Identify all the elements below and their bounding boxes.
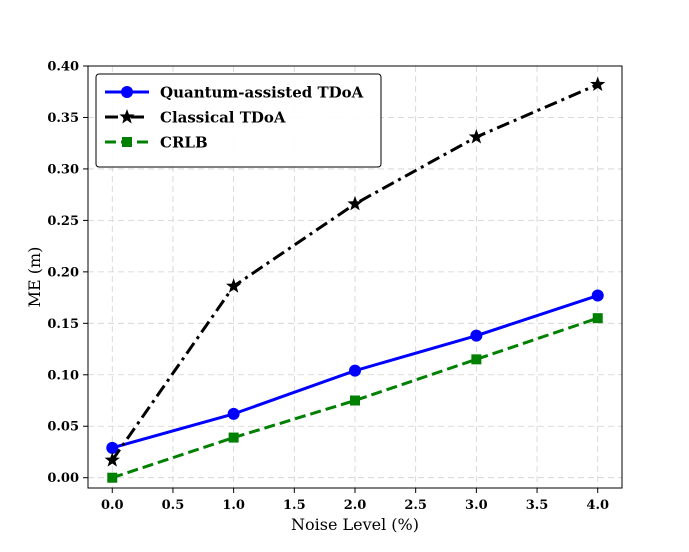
x-tick-label: 0.0 — [101, 498, 124, 513]
data-point — [106, 441, 119, 454]
data-point — [468, 129, 484, 144]
legend-label: Classical TDoA — [160, 109, 286, 127]
series-1 — [104, 76, 606, 467]
legend-entry: CRLB — [105, 134, 208, 152]
legend: Quantum-assisted TDoA Classical TDoA CRLB — [95, 73, 382, 168]
legend-label: Quantum-assisted TDoA — [160, 84, 364, 102]
x-tick-label: 1.0 — [222, 498, 245, 513]
x-tick-label: 1.5 — [283, 498, 306, 513]
data-point — [227, 407, 240, 420]
data-point — [104, 452, 120, 467]
data-point — [226, 278, 242, 293]
y-axis-label: ME (m) — [25, 247, 44, 308]
y-tick-label: 0.35 — [47, 111, 79, 126]
y-tick-label: 0.10 — [47, 368, 79, 383]
axis-ticks: 0.0 0.5 1.0 1.5 2.0 2.5 3.0 3.5 4.0 0.00 0.05 0.10 0… — [47, 60, 609, 514]
data-point — [592, 313, 603, 324]
data-point — [350, 395, 360, 406]
data-point — [591, 289, 604, 302]
x-tick-label: 0.5 — [162, 498, 185, 513]
x-tick-label: 2.0 — [344, 498, 367, 513]
legend-marker — [119, 109, 135, 124]
data-point — [349, 364, 361, 377]
x-tick-label: 3.5 — [526, 498, 549, 513]
y-tick-label: 0.20 — [47, 265, 79, 280]
y-tick-label: 0.30 — [47, 162, 79, 177]
series-0 — [106, 289, 604, 454]
data-point — [107, 472, 118, 483]
data-point — [228, 432, 239, 443]
series-2 — [107, 313, 603, 483]
series-lines — [104, 76, 606, 483]
x-tick-label: 3.0 — [465, 498, 488, 513]
y-tick-label: 0.40 — [47, 60, 79, 75]
y-tick-label: 0.15 — [47, 317, 79, 332]
legend-box — [95, 73, 382, 168]
series-line — [111, 316, 599, 480]
legend-label: CRLB — [160, 134, 208, 152]
y-tick-label: 0.00 — [47, 471, 79, 486]
x-tick-label: 4.0 — [586, 498, 609, 513]
legend-entry: Quantum-assisted TDoA — [105, 84, 364, 102]
legend-marker — [122, 137, 132, 147]
x-axis-label: Noise Level (%) — [291, 515, 419, 534]
data-point — [470, 329, 483, 342]
legend-entry: Classical TDoA — [105, 109, 286, 127]
x-tick-label: 2.5 — [404, 498, 427, 513]
legend-marker — [121, 86, 133, 98]
y-tick-label: 0.05 — [47, 420, 79, 435]
data-point — [590, 76, 606, 91]
y-tick-label: 0.25 — [47, 214, 79, 229]
data-point — [471, 354, 482, 365]
data-point — [347, 195, 363, 211]
